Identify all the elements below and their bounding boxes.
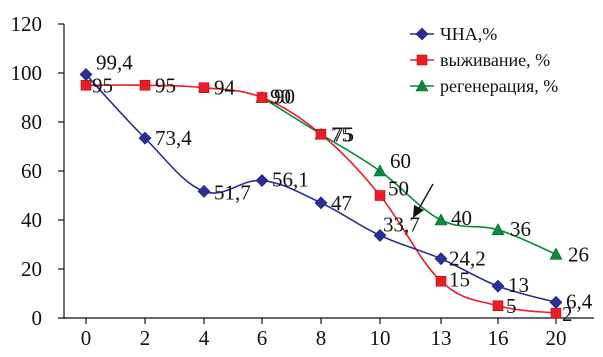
x-tick-label: 2 bbox=[140, 326, 151, 350]
data-label-0: 51,7 bbox=[214, 180, 251, 204]
data-label-1: 2 bbox=[562, 302, 573, 326]
data-label-2: 40 bbox=[451, 206, 472, 230]
data-label-1: 95 bbox=[92, 73, 113, 97]
x-tick-label: 13 bbox=[431, 326, 452, 350]
data-label-1: 75 bbox=[331, 122, 352, 146]
data-label-1: 94 bbox=[214, 76, 236, 100]
series-0-point bbox=[79, 68, 93, 81]
series-line-0 bbox=[85, 73, 557, 304]
legend-marker bbox=[415, 27, 429, 41]
x-tick-label: 20 bbox=[546, 326, 567, 350]
x-tick-label: 4 bbox=[199, 326, 210, 350]
y-tick-label: 100 bbox=[11, 61, 43, 85]
data-label-0: 73,4 bbox=[155, 126, 192, 150]
series-2-point bbox=[549, 247, 563, 260]
x-tick-label: 0 bbox=[81, 326, 92, 350]
series-2-point bbox=[434, 213, 448, 226]
y-tick-label: 40 bbox=[21, 208, 42, 232]
series-1-point bbox=[256, 92, 268, 103]
data-label-0: 56,1 bbox=[272, 168, 309, 192]
data-label-0: 99,4 bbox=[96, 50, 133, 74]
series-1-point bbox=[550, 307, 562, 319]
y-tick-label: 20 bbox=[21, 257, 42, 281]
legend-label: ЧНА,% bbox=[440, 24, 497, 44]
series-1-point bbox=[198, 82, 210, 93]
legend-label: выживание, % bbox=[440, 50, 550, 70]
series-0-point bbox=[549, 295, 563, 309]
series-2-point bbox=[373, 164, 387, 177]
series-0-point bbox=[197, 184, 211, 198]
data-label-0: 13 bbox=[508, 273, 529, 297]
data-label-0: 6,4 bbox=[566, 289, 593, 313]
series-0-point bbox=[255, 174, 269, 187]
series-1-point bbox=[80, 79, 92, 91]
data-label-2: 90 bbox=[274, 85, 295, 109]
series-0-point bbox=[434, 252, 448, 266]
data-label-1: 50 bbox=[388, 177, 409, 201]
data-label-1: 5 bbox=[506, 294, 517, 318]
series-0-point bbox=[373, 229, 387, 242]
data-label-0: 47 bbox=[331, 191, 352, 215]
series-2-point bbox=[491, 223, 505, 236]
annotation-arrow-head bbox=[413, 205, 424, 218]
data-label-1: 90 bbox=[270, 85, 291, 109]
data-label-1: 95 bbox=[155, 73, 176, 97]
data-label-0: 24,2 bbox=[449, 247, 486, 271]
y-tick-label: 80 bbox=[21, 110, 42, 134]
legend-marker bbox=[415, 79, 429, 92]
x-tick-label: 6 bbox=[257, 326, 268, 350]
data-label-2: 60 bbox=[390, 149, 411, 173]
data-label-2: 75 bbox=[333, 122, 354, 146]
series-0-point bbox=[314, 196, 328, 210]
y-tick-label: 120 bbox=[11, 12, 43, 36]
series-line-1 bbox=[85, 84, 557, 314]
series-0-point bbox=[491, 279, 505, 293]
legend-label: регенерация, % bbox=[440, 76, 558, 96]
series-1-point bbox=[435, 275, 447, 287]
series-1-point bbox=[374, 190, 386, 201]
data-label-2: 36 bbox=[510, 217, 531, 241]
annotation-arrow-shaft bbox=[416, 183, 434, 213]
series-1-point bbox=[492, 300, 504, 312]
data-label-1: 15 bbox=[449, 267, 470, 291]
data-label-2: 26 bbox=[568, 242, 589, 266]
y-tick-label: 0 bbox=[32, 306, 43, 330]
series-1-point bbox=[139, 79, 151, 91]
series-1-point bbox=[315, 128, 327, 140]
y-tick-label: 60 bbox=[21, 159, 42, 183]
legend-marker bbox=[416, 54, 428, 66]
x-tick-label: 16 bbox=[488, 326, 509, 350]
x-tick-label: 8 bbox=[316, 326, 327, 350]
series-0-point bbox=[138, 131, 152, 145]
x-tick-label: 10 bbox=[370, 326, 391, 350]
